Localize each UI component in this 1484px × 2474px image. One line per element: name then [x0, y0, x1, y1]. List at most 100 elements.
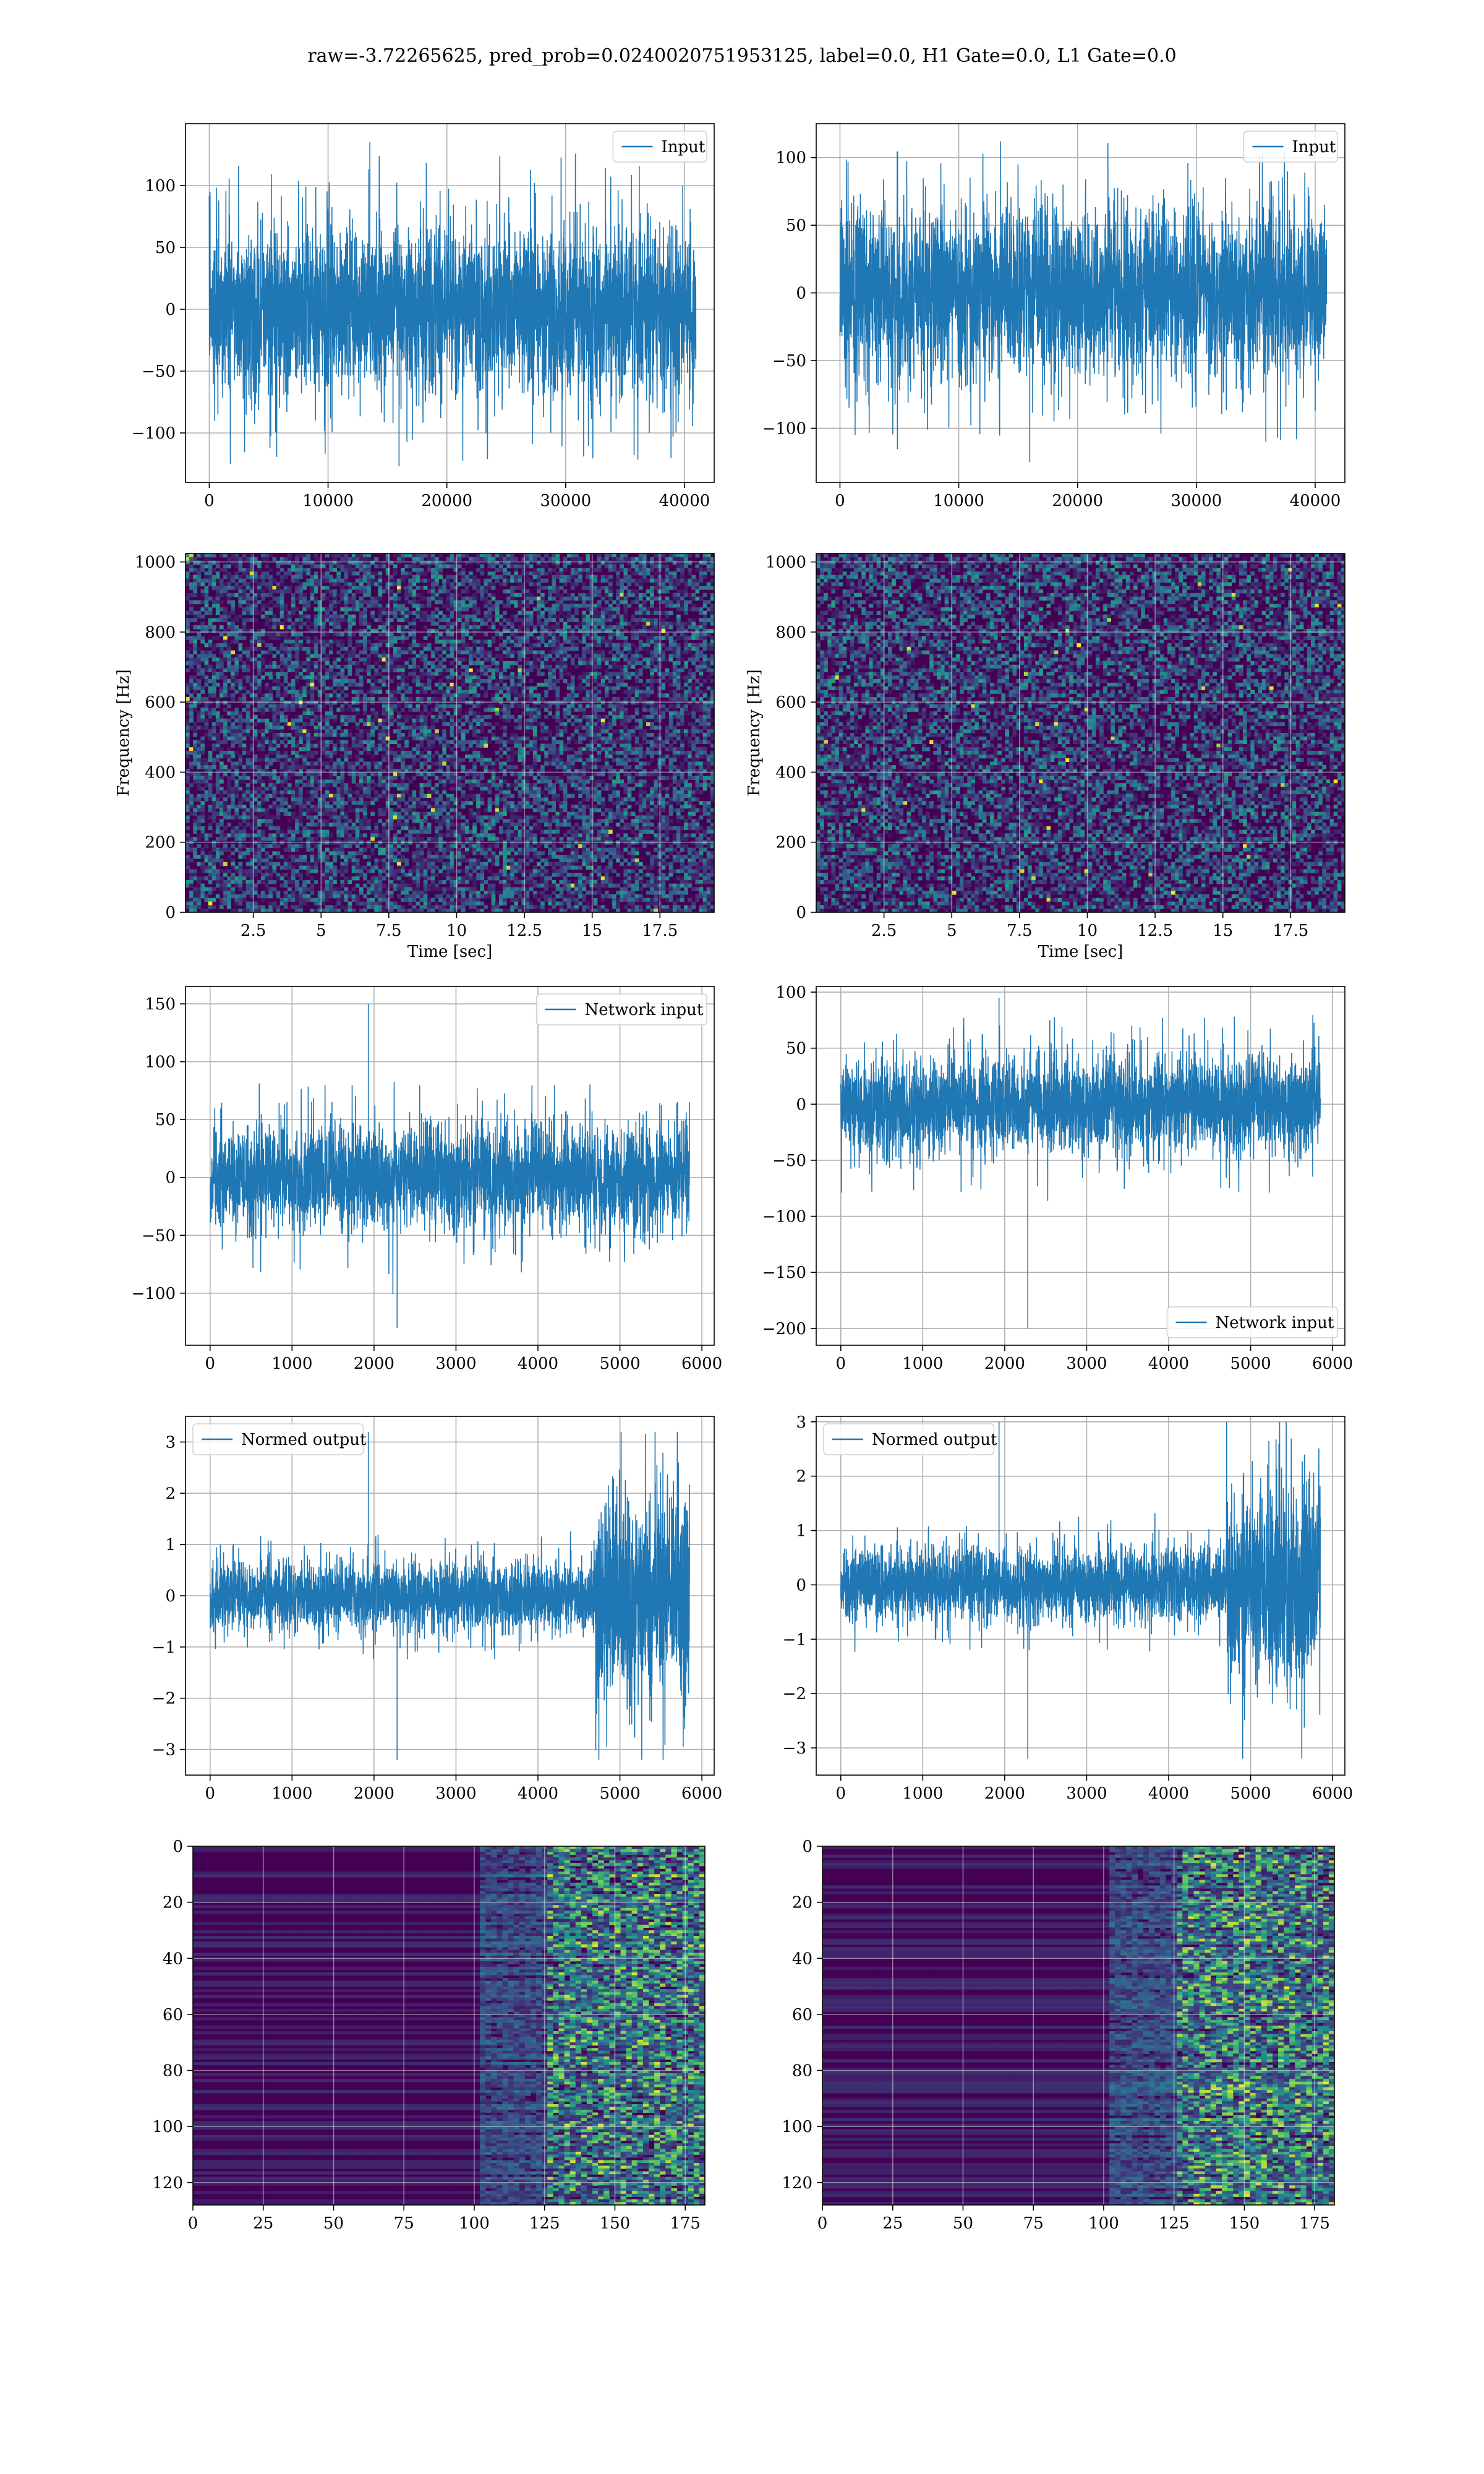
heatmap-cell: [295, 883, 299, 888]
heatmap-cell: [427, 876, 432, 881]
heatmap-cell: [287, 586, 292, 590]
heatmap-cell: [261, 747, 265, 751]
heatmap-cell: [430, 790, 435, 795]
heatmap-cell: [438, 632, 443, 636]
heatmap-cell: [227, 880, 231, 884]
heatmap-cell: [393, 571, 398, 576]
heatmap-cell: [427, 855, 432, 859]
heatmap-cell: [186, 578, 190, 583]
heatmap-cell: [291, 693, 296, 698]
heatmap-cell: [276, 891, 281, 895]
heatmap-cell: [476, 607, 480, 612]
heatmap-cell: [306, 733, 311, 737]
heatmap-cell: [367, 578, 371, 583]
heatmap-cell: [438, 847, 443, 852]
heatmap-cell: [223, 873, 228, 877]
heatmap-cell: [302, 668, 307, 672]
heatmap-cell: [245, 571, 250, 576]
heatmap-cell: [310, 640, 315, 644]
heatmap-cell: [393, 837, 398, 841]
heatmap-cell: [231, 557, 235, 562]
heatmap-cell: [446, 765, 451, 769]
heatmap-cell: [382, 733, 386, 737]
heatmap-cell: [242, 772, 247, 777]
heatmap-cell: [476, 700, 480, 705]
heatmap-cell: [397, 654, 401, 658]
heatmap-cell: [325, 715, 330, 719]
heatmap-cell: [302, 697, 307, 701]
heatmap-cell: [186, 869, 190, 873]
heatmap-cell: [453, 883, 458, 888]
heatmap-cell: [412, 610, 417, 615]
heatmap-cell: [464, 554, 469, 558]
heatmap-cell: [242, 650, 247, 654]
heatmap-cell: [385, 700, 390, 705]
heatmap-cell: [219, 740, 224, 744]
heatmap-cell: [344, 869, 349, 873]
heatmap-cell: [193, 729, 197, 734]
heatmap-cell: [397, 801, 401, 805]
heatmap-cell: [385, 697, 390, 701]
heatmap-cell: [265, 664, 269, 669]
heatmap-cell: [299, 776, 303, 780]
heatmap-cell: [374, 686, 379, 690]
heatmap-cell: [416, 769, 420, 773]
heatmap-cell: [295, 557, 299, 562]
heatmap-cell: [378, 571, 383, 576]
heatmap-cell: [215, 604, 220, 608]
heatmap-cell: [416, 883, 420, 888]
heatmap-cell: [378, 833, 383, 837]
heatmap-cell: [257, 862, 262, 867]
heatmap-cell: [446, 675, 451, 680]
heatmap-cell: [423, 761, 428, 766]
heatmap-cell: [340, 761, 345, 766]
heatmap-cell: [442, 880, 446, 884]
heatmap-cell: [336, 747, 341, 751]
heatmap-cell: [268, 729, 273, 734]
heatmap-cell: [472, 829, 477, 834]
heatmap-cell: [208, 865, 213, 870]
heatmap-cell: [291, 751, 296, 755]
heatmap-cell: [469, 722, 473, 726]
heatmap-cell: [302, 708, 307, 712]
heatmap-cell: [186, 622, 190, 626]
heatmap-cell: [219, 776, 224, 780]
heatmap-cell: [287, 876, 292, 881]
heatmap-cell: [340, 578, 345, 583]
heatmap-cell: [257, 643, 262, 648]
heatmap-cell: [427, 632, 432, 636]
heatmap-cell: [313, 578, 318, 583]
heatmap-cell: [227, 657, 231, 662]
heatmap-cell: [382, 736, 386, 741]
heatmap-cell: [245, 568, 250, 572]
heatmap-cell: [189, 708, 194, 712]
heatmap-cell: [317, 772, 322, 777]
heatmap-cell: [295, 858, 299, 863]
heatmap-cell: [344, 887, 349, 891]
heatmap-cell: [211, 747, 216, 751]
heatmap-cell: [272, 740, 277, 744]
heatmap-cell: [351, 897, 356, 902]
heatmap-cell: [302, 758, 307, 762]
heatmap-cell: [197, 672, 202, 676]
heatmap-cell: [344, 801, 349, 805]
heatmap-cell: [363, 557, 367, 562]
heatmap-cell: [193, 722, 197, 726]
heatmap-cell: [268, 690, 273, 694]
heatmap-cell: [219, 761, 224, 766]
heatmap-cell: [287, 700, 292, 705]
heatmap-cell: [382, 823, 386, 827]
heatmap-cell: [355, 733, 360, 737]
heatmap-cell: [336, 887, 341, 891]
heatmap-cell: [389, 894, 394, 899]
heatmap-cell: [200, 787, 205, 791]
heatmap-cell: [348, 808, 352, 813]
heatmap-cell: [435, 575, 439, 580]
heatmap-cell: [219, 693, 224, 698]
heatmap-cell: [382, 675, 386, 680]
heatmap-cell: [336, 823, 341, 827]
heatmap-cell: [438, 690, 443, 694]
heatmap-cell: [219, 823, 224, 827]
heatmap-cell: [363, 905, 367, 909]
